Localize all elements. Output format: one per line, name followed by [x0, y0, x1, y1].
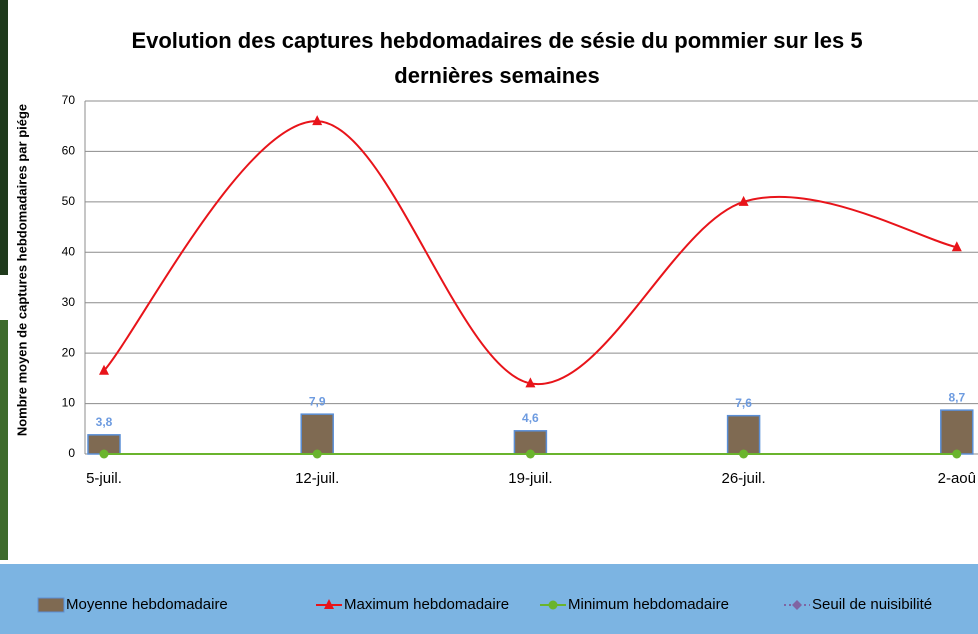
bar: [300, 413, 334, 455]
marker: [99, 449, 109, 459]
data-label: 8,7: [948, 390, 965, 404]
x-tick-label: 5-juil.: [86, 470, 122, 487]
y-tick-label: 20: [62, 345, 76, 359]
bar: [726, 414, 761, 455]
series-line: [103, 120, 958, 386]
chart-title: Evolution des captures hebdomadaires de …: [131, 28, 862, 53]
legend-band: [0, 564, 978, 634]
data-label: 3,8: [96, 415, 113, 429]
legend-label: Seuil de nuisibilité: [812, 596, 932, 613]
marker: [952, 449, 962, 459]
x-tick-label: 12-juil.: [295, 470, 339, 487]
chart-title: dernières semaines: [394, 63, 599, 88]
legend-label: Minimum hebdomadaire: [568, 596, 729, 613]
marker: [525, 377, 536, 388]
marker: [324, 599, 334, 609]
x-tick-label: 2-aoû: [938, 470, 976, 487]
y-tick-label: 40: [62, 244, 76, 258]
y-tick-label: 30: [62, 295, 76, 309]
x-tick-label: 19-juil.: [508, 470, 552, 487]
y-tick-label: 0: [68, 446, 75, 460]
y-tick-label: 70: [62, 93, 76, 107]
legend-swatch: [37, 597, 65, 613]
marker: [738, 195, 749, 206]
legend-label: Moyenne hebdomadaire: [66, 596, 228, 613]
marker: [312, 449, 322, 459]
background-strip: [0, 0, 8, 275]
legend-label: Maximum hebdomadaire: [344, 596, 509, 613]
marker: [739, 449, 749, 459]
data-label: 4,6: [522, 411, 539, 425]
marker: [951, 241, 962, 252]
marker: [792, 600, 802, 610]
marker: [99, 364, 109, 375]
y-tick-label: 60: [62, 144, 76, 158]
marker: [548, 600, 558, 610]
bar: [940, 409, 974, 455]
marker: [525, 449, 535, 459]
background-strip: [0, 320, 8, 560]
x-tick-label: 26-juil.: [722, 470, 766, 487]
y-tick-label: 10: [62, 396, 76, 410]
y-tick-label: 50: [62, 194, 76, 208]
marker: [312, 115, 323, 126]
y-axis-title: Nombre moyen de captures hebdomadaires p…: [14, 104, 29, 436]
data-label: 7,6: [735, 396, 752, 410]
data-label: 7,9: [309, 394, 326, 408]
